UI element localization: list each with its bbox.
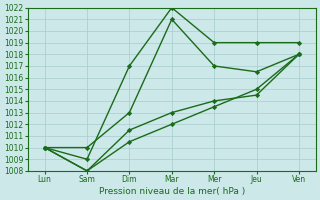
X-axis label: Pression niveau de la mer( hPa ): Pression niveau de la mer( hPa ) [99,187,245,196]
